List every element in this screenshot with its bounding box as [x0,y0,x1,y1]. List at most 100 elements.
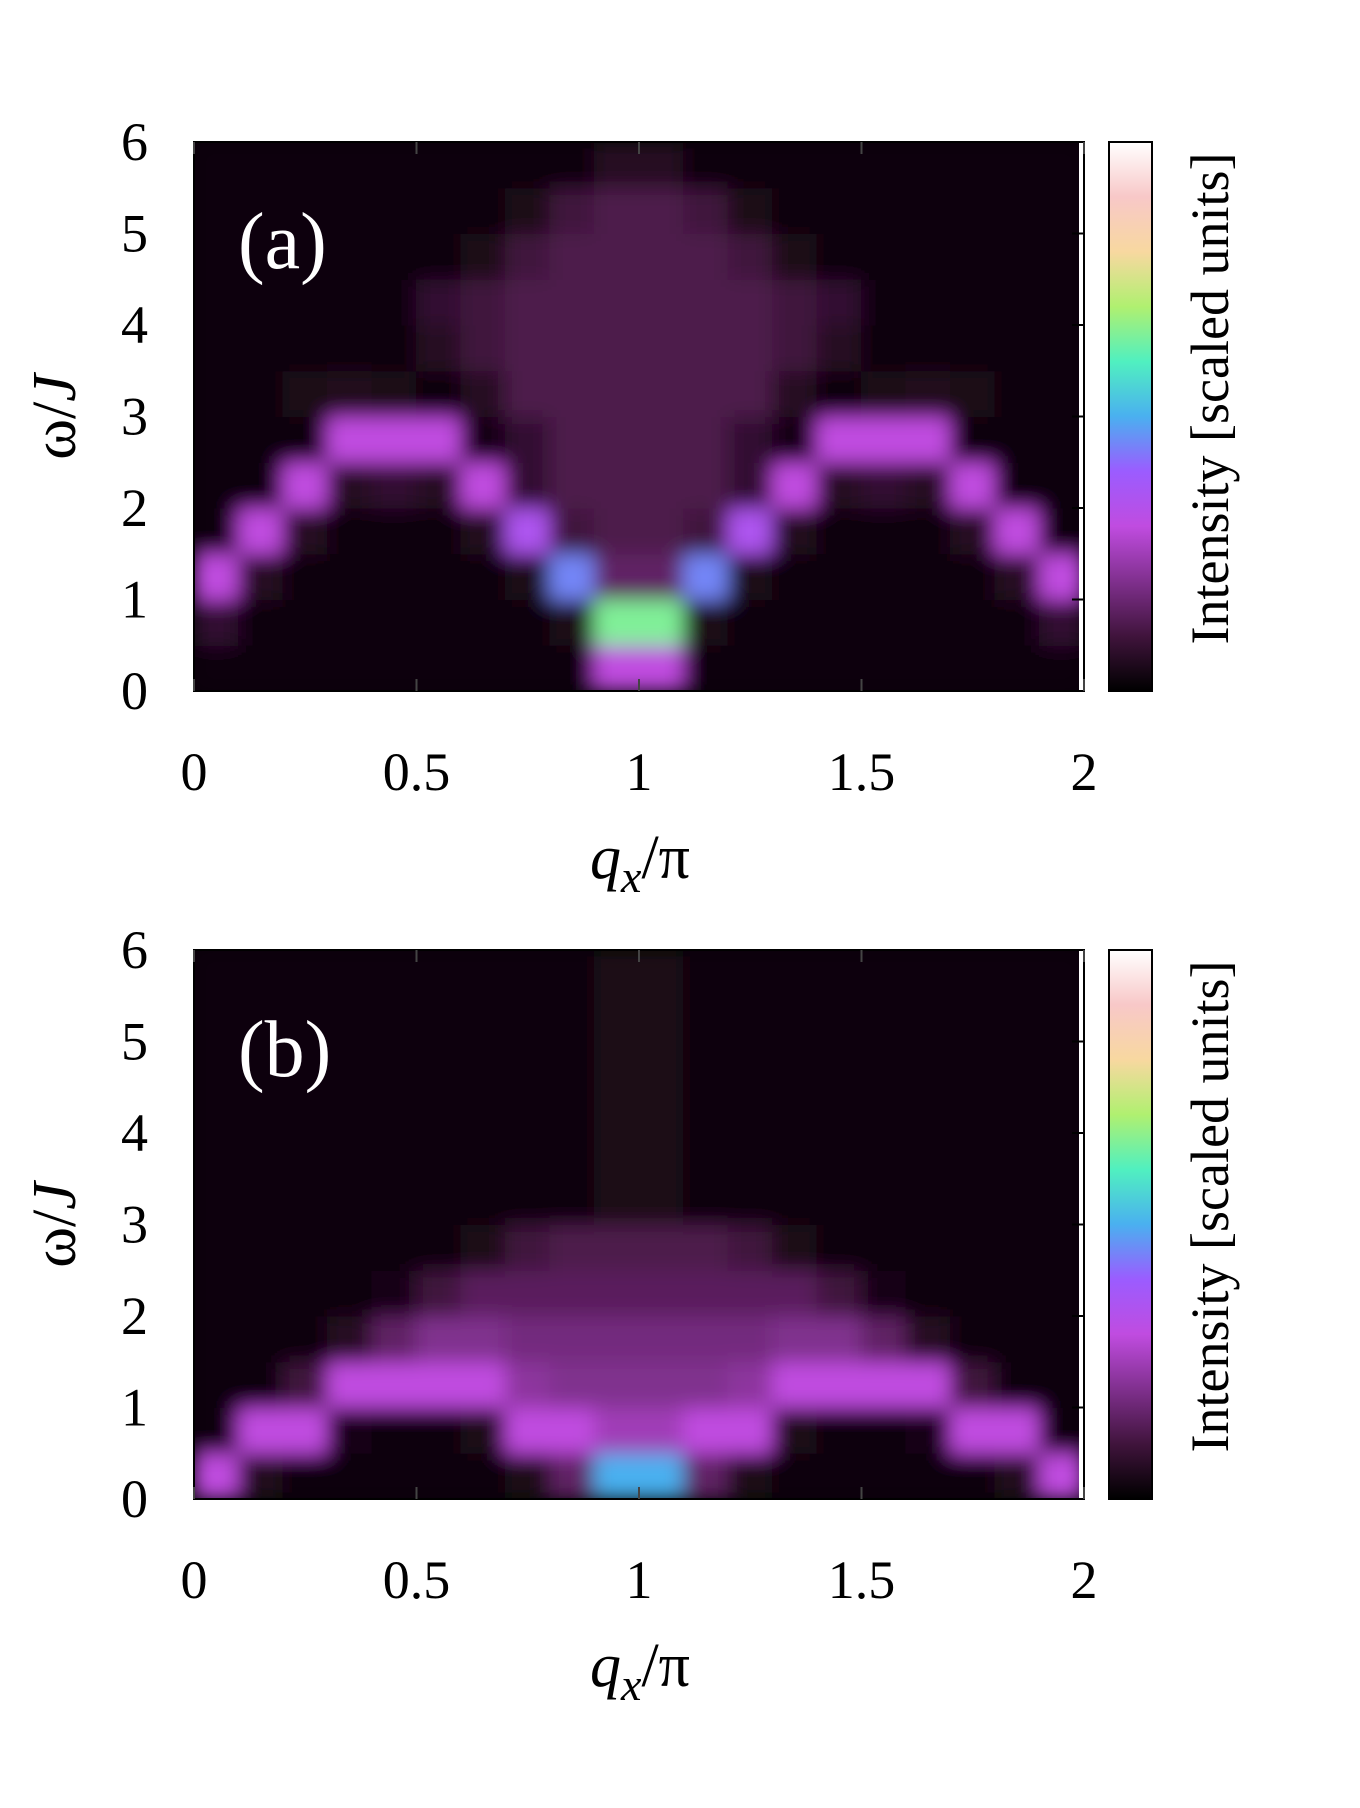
heatmap-cell [282,324,328,372]
heatmap-cell [772,324,818,372]
heatmap-cell [282,1407,328,1454]
y-tick-label: 3 [121,1195,148,1255]
heatmap-cell [238,1269,284,1317]
heatmap-cell [327,1132,373,1180]
heatmap-cell [727,950,773,997]
heatmap-cell [194,1361,239,1408]
heatmap-cell [683,1452,729,1499]
heatmap-cell [416,1041,462,1088]
heatmap-cell [816,1041,862,1088]
heatmap-cell [194,950,239,997]
heatmap-cell [238,507,284,555]
heatmap-cell [905,1407,951,1454]
heatmap-cell [371,1452,417,1499]
x-tick-label: 2 [1071,1550,1098,1610]
heatmap-cell [905,507,951,555]
heatmap-cell [683,278,729,326]
heatmap-cell [772,599,818,646]
heatmap-cell [594,1041,640,1088]
heatmap-cell [950,1407,996,1454]
heatmap-cell [549,1132,595,1180]
heatmap-cell [282,1041,328,1088]
heatmap-cell [727,1086,773,1134]
heatmap-cell [816,278,862,326]
heatmap-cell [238,1086,284,1134]
heatmap-cell [950,233,996,280]
heatmap-cell [727,1041,773,1088]
heatmap-cell [861,644,907,691]
heatmap-cell [505,1224,551,1271]
heatmap-cell [238,644,284,691]
heatmap-cell [505,416,551,463]
heatmap-cell [282,599,328,646]
heatmap-cell [371,1407,417,1454]
heatmap-cell [549,1178,595,1225]
heatmap-cell [1039,599,1084,646]
heatmap-cell [460,370,506,417]
heatmap-cell [861,1452,907,1499]
heatmap-cell [505,278,551,326]
heatmap-cell [549,187,595,234]
heatmap-cell [638,1452,684,1499]
heatmap-cell [238,1452,284,1499]
heatmap-cell [371,233,417,280]
heatmap-cell [727,599,773,646]
heatmap-cell [371,1315,417,1363]
heatmap-cell [638,1178,684,1225]
heatmap-cell [594,187,640,234]
heatmap-cell [594,1086,640,1134]
heatmap-cell [194,416,239,463]
heatmap-cell [816,1224,862,1271]
heatmap-cell [549,233,595,280]
heatmap-cell [194,1224,239,1271]
heatmap-cell [638,1041,684,1088]
heatmap-cell [371,278,417,326]
heatmap-cell [594,1269,640,1317]
heatmap-cell [549,1407,595,1454]
y-tick-label: 3 [121,387,148,447]
y-tick-label: 6 [121,920,148,980]
heatmap-cell [416,324,462,372]
heatmap-cell [371,950,417,997]
heatmap-cell [861,553,907,600]
heatmap-cell [505,507,551,555]
heatmap-cell [638,1361,684,1408]
heatmap-cell [549,370,595,417]
heatmap-cell [772,950,818,997]
heatmap-cell [727,1407,773,1454]
heatmap-cell [950,599,996,646]
heatmap-cell [861,1132,907,1180]
y-label-omega: ω/ [21,1209,89,1268]
heatmap-cell [905,1269,951,1317]
heatmap-cell [238,142,284,189]
heatmap-cell [238,233,284,280]
heatmap-cell [327,1224,373,1271]
heatmap-cell [1039,278,1084,326]
x-tick-label: 0.5 [383,742,451,802]
heatmap-cell [683,1269,729,1317]
heatmap-cell [505,142,551,189]
heatmap-cell [371,644,417,691]
heatmap-cell [238,1041,284,1088]
y-tick-label: 2 [121,1286,148,1346]
heatmap-cell [727,1224,773,1271]
heatmap-cell [327,553,373,600]
heatmap-cell [994,1041,1040,1088]
heatmap-cell [772,553,818,600]
heatmap-cell [727,324,773,372]
heatmap-cell [238,995,284,1042]
heatmap-cell [282,1086,328,1134]
heatmap-cell [194,233,239,280]
y-label-j: J [21,372,89,402]
heatmap-cell [1039,461,1084,509]
heatmap-cell [772,416,818,463]
heatmap-cell [238,370,284,417]
heatmap-cell [416,995,462,1042]
heatmap-cell [549,278,595,326]
heatmap-cell [371,370,417,417]
heatmap-cell [816,507,862,555]
heatmap-cell [638,1132,684,1180]
heatmap-cell [994,507,1040,555]
heatmap-cell [238,187,284,234]
heatmap-cell [1039,1407,1084,1454]
